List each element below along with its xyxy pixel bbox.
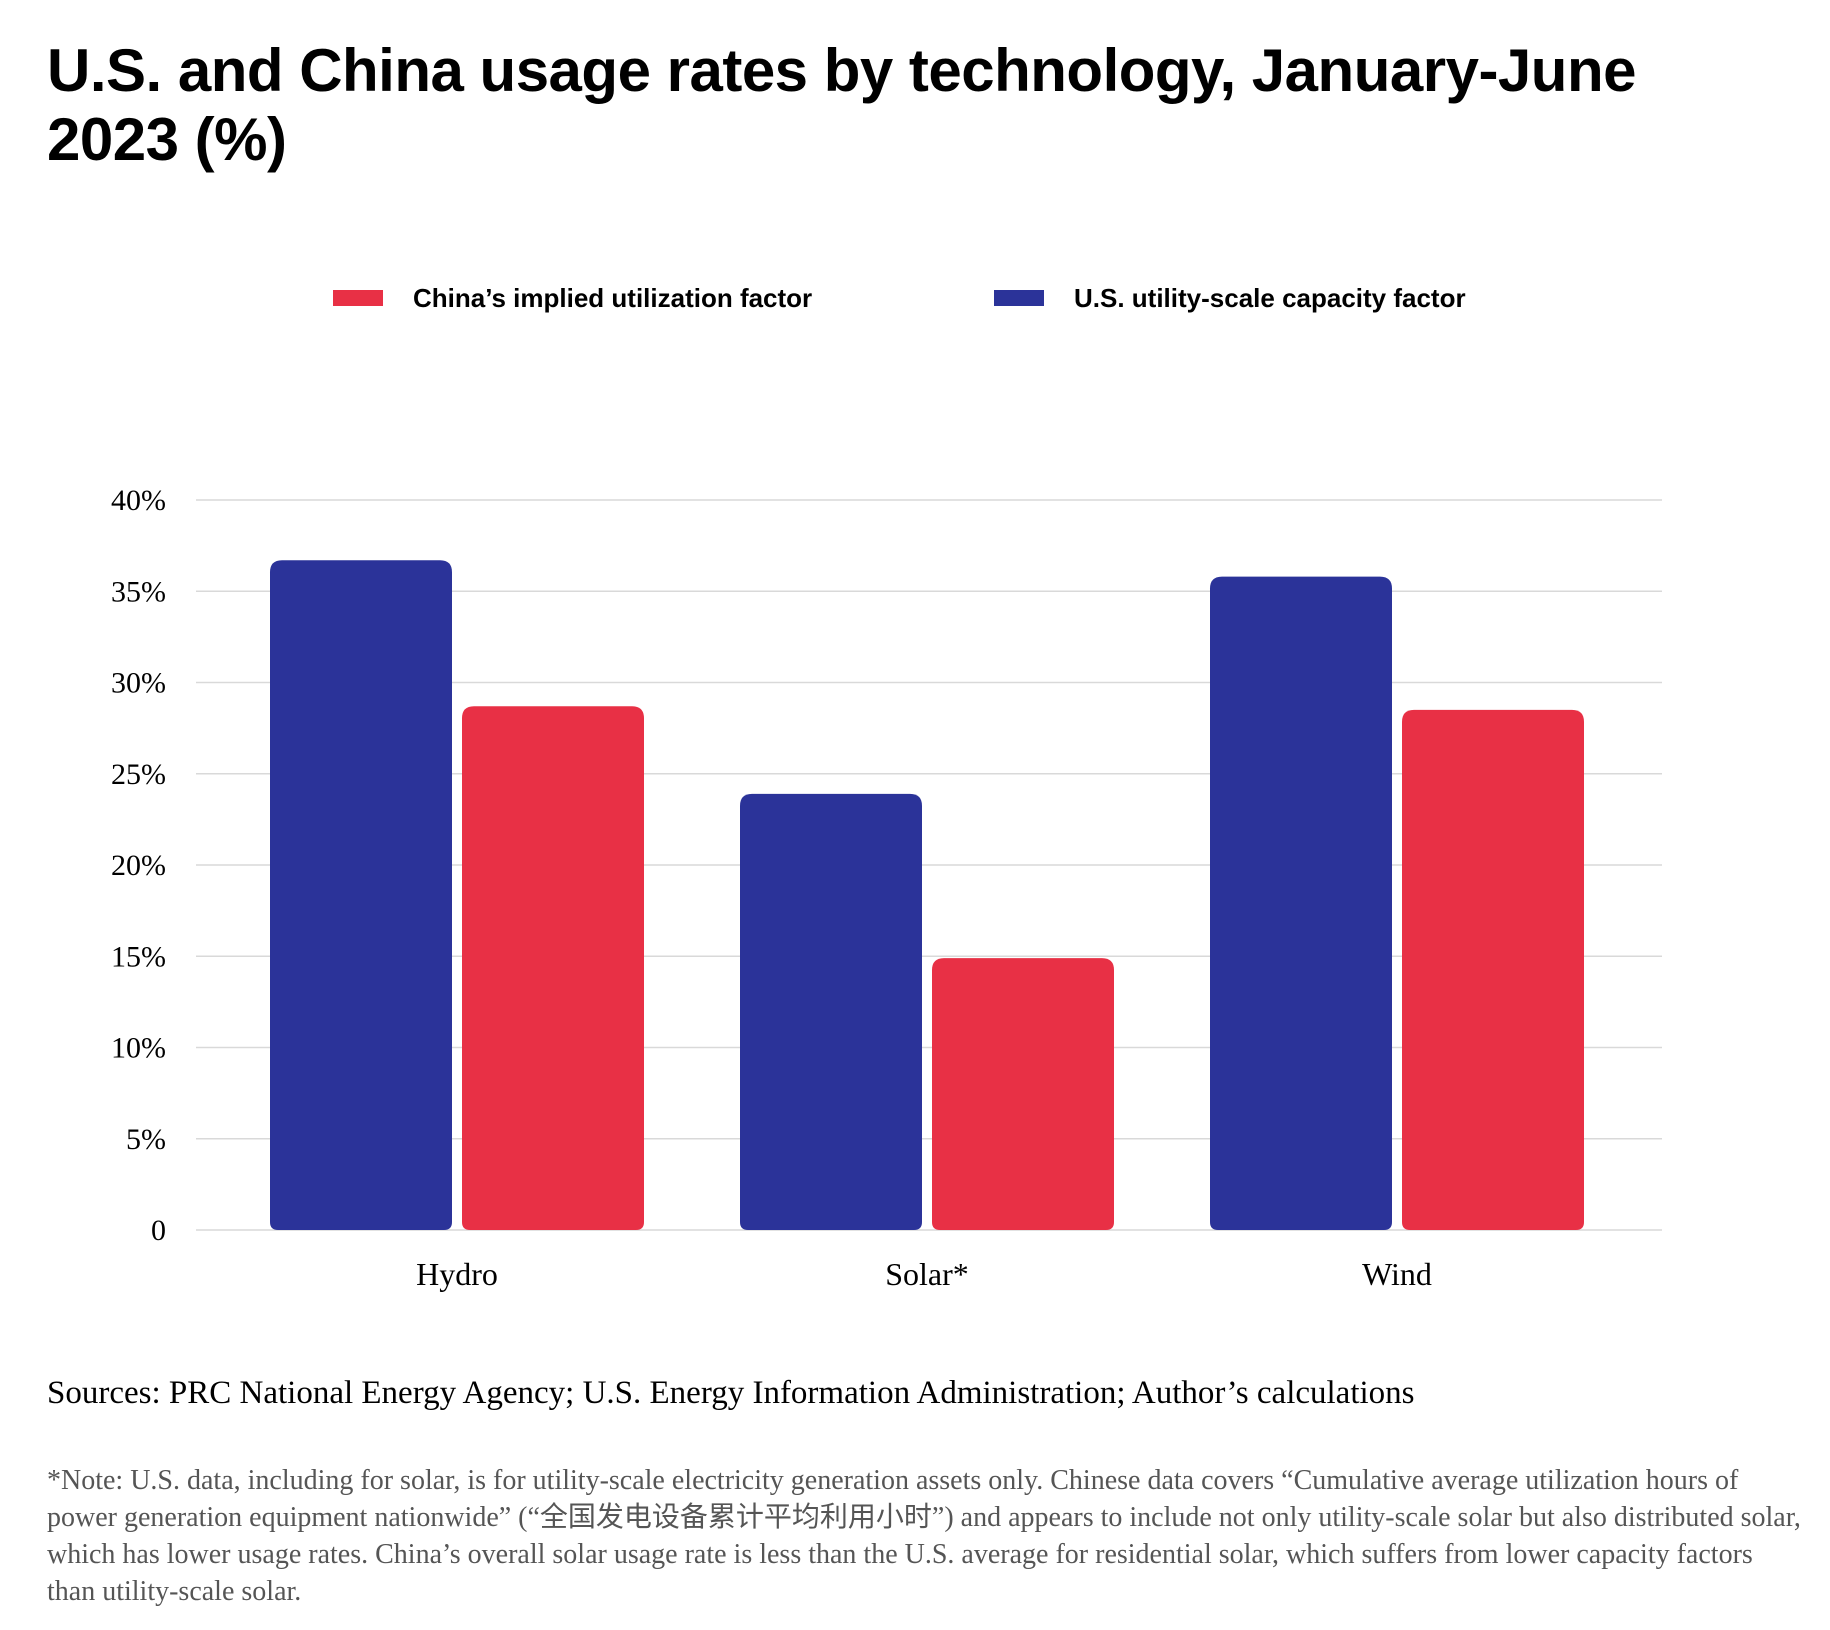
legend-swatch-us <box>994 290 1044 306</box>
bar-china-hydro <box>462 706 644 1230</box>
y-tick-label: 5% <box>126 1123 166 1156</box>
y-tick-label: 35% <box>111 575 166 608</box>
legend-swatch-china <box>333 290 383 306</box>
footnote-text: *Note: U.S. data, including for solar, i… <box>47 1465 1801 1607</box>
chart-title: U.S. and China usage rates by technology… <box>47 37 1636 173</box>
y-tick-label: 15% <box>111 940 166 973</box>
legend: China’s implied utilization factor U.S. … <box>0 278 1830 318</box>
legend-item-us: U.S. utility-scale capacity factor <box>994 278 1466 318</box>
bar-us-hydro <box>270 560 452 1230</box>
bar-chart: 0 5% 10% 15% 20% 25% 30% 35% 40% Hydro Solar* Wind <box>111 484 1662 1292</box>
x-category-label: Hydro <box>416 1256 498 1292</box>
legend-label-china: China’s implied utilization factor <box>413 282 813 313</box>
bar-us-wind <box>1210 576 1392 1230</box>
y-tick-label: 0 <box>151 1214 166 1247</box>
y-tick-label: 40% <box>111 484 166 517</box>
y-tick-label: 20% <box>111 849 166 882</box>
y-tick-label: 10% <box>111 1032 166 1065</box>
x-category-label: Wind <box>1362 1256 1432 1292</box>
bar-china-wind <box>1402 709 1584 1230</box>
bar-us-solar <box>740 793 922 1230</box>
legend-label-us: U.S. utility-scale capacity factor <box>1074 282 1466 313</box>
sources-text: Sources: PRC National Energy Agency; U.S… <box>47 1375 1415 1411</box>
legend-item-china: China’s implied utilization factor <box>333 278 812 318</box>
x-category-label: Solar* <box>885 1256 969 1292</box>
bar-china-solar <box>932 958 1114 1230</box>
y-tick-label: 25% <box>111 758 166 791</box>
y-tick-label: 30% <box>111 667 166 700</box>
